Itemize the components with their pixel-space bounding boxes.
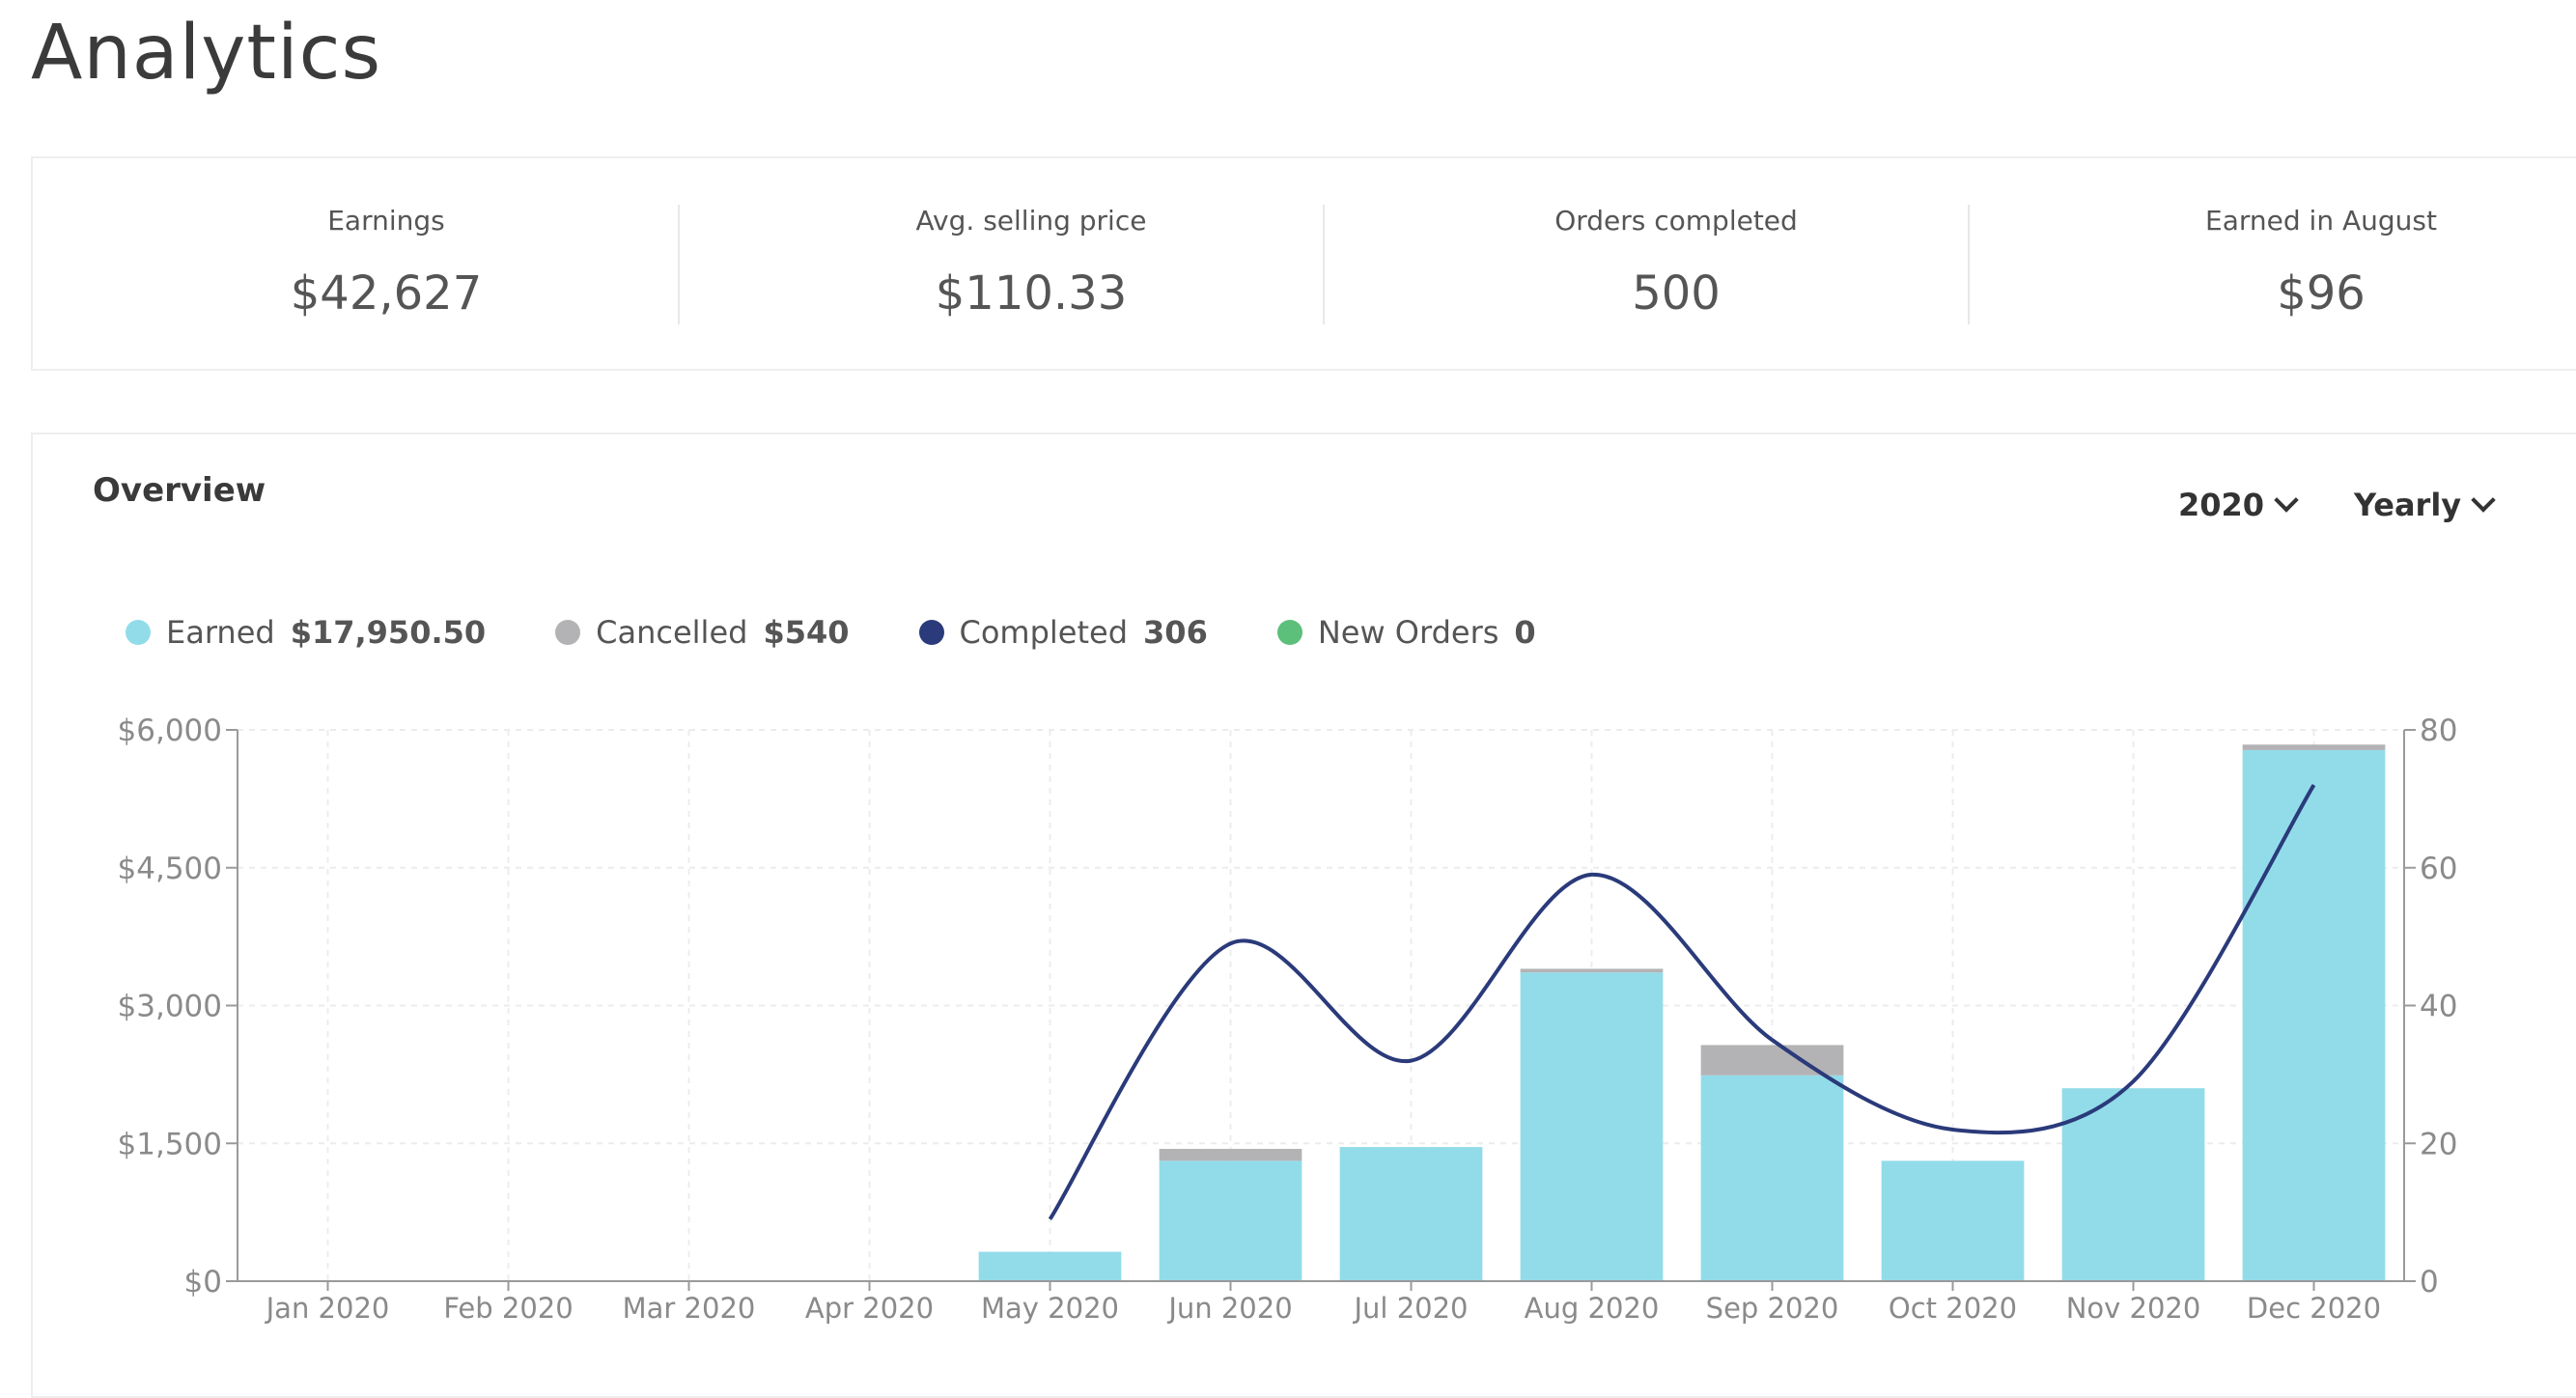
stat-value: 500: [1632, 266, 1721, 321]
x-tick-label: Jun 2020: [1166, 1292, 1292, 1325]
bar-earned: [1700, 1075, 1844, 1281]
stat-divider: [1968, 205, 1970, 324]
x-tick-label: Nov 2020: [2066, 1292, 2201, 1325]
bar-earned: [2061, 1088, 2205, 1281]
grid-lines: [238, 729, 2404, 1281]
legend-value: 0: [1514, 614, 1536, 651]
x-tick-label: Dec 2020: [2247, 1292, 2381, 1325]
y-tick-label-left: $3,000: [118, 990, 222, 1024]
legend-dot-earned: [126, 620, 151, 645]
bar-cancelled: [2242, 744, 2386, 750]
y-tick-label-right: 40: [2420, 990, 2457, 1024]
x-tick-label: Aug 2020: [1525, 1292, 1660, 1325]
period-dropdown-label: Yearly: [2354, 487, 2462, 523]
bar-earned: [978, 1251, 1122, 1281]
legend-item-cancelled[interactable]: Cancelled $540: [555, 614, 850, 651]
stat-label: Orders completed: [1554, 205, 1798, 237]
bar-earned: [1339, 1147, 1483, 1281]
line-completed: [1048, 784, 2316, 1220]
y-tick-label-left: $1,500: [118, 1127, 222, 1161]
stat-value: $42,627: [290, 266, 483, 321]
legend-dot-new-orders: [1276, 620, 1302, 645]
bar-earned: [2242, 749, 2386, 1281]
y-tick-label-left: $0: [184, 1265, 222, 1300]
stat-earned-august: Earned in August $96: [1999, 158, 2576, 369]
overview-title: Overview: [93, 471, 266, 510]
legend-value: 306: [1143, 614, 1208, 651]
stat-divider: [1323, 205, 1325, 324]
legend-label: Cancelled: [596, 614, 748, 651]
legend-label: Completed: [959, 614, 1129, 651]
x-tick-label: Mar 2020: [623, 1292, 756, 1325]
y-tick-label-right: 80: [2420, 713, 2457, 748]
legend-dot-cancelled: [555, 620, 581, 645]
legend-item-new-orders[interactable]: New Orders 0: [1276, 614, 1536, 651]
legend-value: $17,950.50: [290, 614, 487, 651]
bar-earned: [1159, 1160, 1302, 1281]
period-dropdown[interactable]: Yearly: [2354, 487, 2496, 523]
stat-value: $96: [2277, 266, 2366, 321]
x-tick-label: Jul 2020: [1352, 1292, 1468, 1325]
bar-cancelled: [1159, 1148, 1302, 1161]
legend-item-completed[interactable]: Completed 306: [918, 614, 1208, 651]
stats-card: Earnings $42,627 Avg. selling price $110…: [31, 156, 2576, 371]
x-tick-label: Sep 2020: [1706, 1292, 1839, 1325]
stat-value: $110.33: [935, 266, 1128, 321]
x-tick-label: Feb 2020: [443, 1292, 573, 1325]
legend-label: Earned: [166, 614, 275, 651]
stat-label: Avg. selling price: [915, 205, 1147, 237]
stat-label: Earned in August: [2205, 205, 2437, 237]
bar-earned: [1520, 972, 1664, 1281]
stat-earnings: Earnings $42,627: [64, 158, 709, 369]
y-tick-label-left: $6,000: [118, 713, 222, 748]
legend-item-earned[interactable]: Earned $17,950.50: [126, 614, 486, 651]
year-dropdown[interactable]: 2020: [2178, 487, 2299, 523]
overview-chart: $0 $1,500 $3,000 $4,500 $6,000 0 20 40 60 80 Jan 2…: [118, 713, 2458, 1325]
x-tick-label: May 2020: [981, 1292, 1119, 1325]
stat-avg-selling-price: Avg. selling price $110.33: [709, 158, 1354, 369]
stat-orders-completed: Orders completed 500: [1354, 158, 1999, 369]
legend-value: $540: [763, 614, 850, 651]
y-tick-label-right: 60: [2420, 852, 2457, 886]
stat-label: Earnings: [327, 205, 445, 237]
x-tick-label: Jan 2020: [265, 1292, 390, 1325]
stat-divider: [678, 205, 680, 324]
y-tick-label-left: $4,500: [118, 852, 222, 886]
x-tick-label: Oct 2020: [1889, 1292, 2017, 1325]
y-tick-label-right: 20: [2420, 1127, 2457, 1161]
page-title: Analytics: [31, 10, 382, 97]
x-tick-label: Apr 2020: [805, 1292, 934, 1325]
bar-cancelled: [1520, 968, 1664, 973]
legend-dot-completed: [918, 620, 944, 645]
bar-cancelled: [1700, 1045, 1844, 1076]
legend-label: New Orders: [1317, 614, 1499, 651]
bar-earned: [1881, 1160, 2025, 1281]
y-tick-label-right: 0: [2420, 1265, 2439, 1300]
chart-legend: Earned $17,950.50 Cancelled $540 Complet…: [126, 614, 1606, 651]
year-dropdown-label: 2020: [2178, 487, 2265, 523]
